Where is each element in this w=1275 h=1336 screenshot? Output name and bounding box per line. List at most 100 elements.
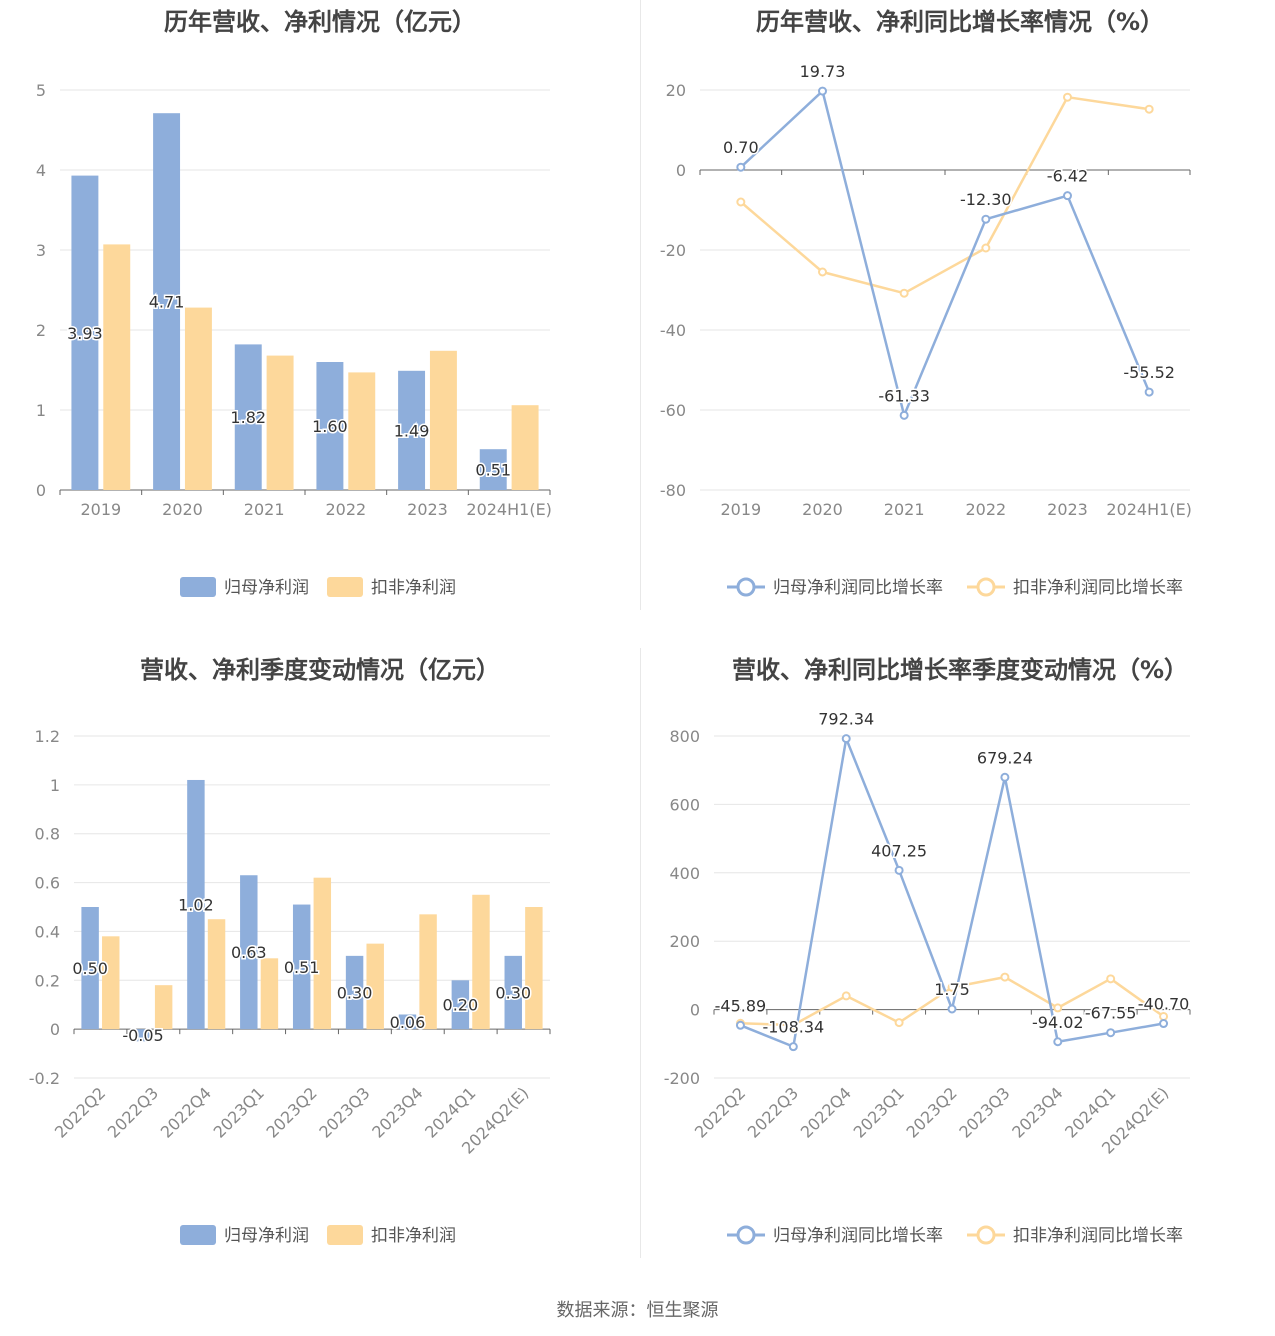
data-label: -6.42	[1047, 167, 1088, 186]
data-point	[1000, 972, 1010, 982]
legend-swatch	[180, 577, 216, 597]
bar	[81, 907, 99, 1030]
x-tick-label: 2023	[1047, 500, 1088, 519]
data-label: 0.50	[72, 959, 108, 978]
legend-label: 归母净利润同比增长率	[773, 578, 943, 598]
data-label: 0.51	[284, 958, 320, 977]
x-tick-label: 2023Q4	[1008, 1083, 1066, 1141]
x-tick-label: 2019	[720, 500, 761, 519]
x-tick-label: 2022Q3	[744, 1083, 802, 1141]
series-line	[740, 95, 1150, 295]
legend-label: 扣非净利润同比增长率	[1013, 578, 1183, 598]
data-point	[736, 197, 746, 207]
bar	[348, 372, 376, 490]
bar	[525, 907, 543, 1030]
data-point	[899, 288, 909, 298]
y-tick-label: 20	[666, 81, 686, 100]
x-tick-label: 2022	[325, 500, 366, 519]
vertical-divider	[640, 648, 641, 1258]
bar	[472, 894, 490, 1030]
series-line	[739, 737, 1164, 1048]
quarterly-profit-chart: 营收、净利季度变动情况（亿元） 1.2 1 0.8 0.6 0.4 0.2 0 -0.2 202…	[10, 648, 630, 1288]
data-source: 数据来源：恒生聚源	[556, 1300, 719, 1321]
y-tick-label: 3	[36, 241, 46, 260]
x-tick-label: 2022Q2	[691, 1083, 749, 1141]
x-tick-label: 2023Q2	[902, 1083, 960, 1141]
y-tick-label: -0.2	[29, 1069, 60, 1088]
data-label: 0.30	[337, 984, 373, 1003]
data-point	[981, 243, 991, 253]
y-tick-label: 4	[36, 161, 46, 180]
data-label: -94.02	[1032, 1013, 1084, 1032]
y-tick-label: 0.2	[35, 971, 60, 990]
bar	[154, 985, 173, 1030]
y-tick-label: 5	[36, 81, 46, 100]
data-label: 19.73	[800, 62, 846, 81]
x-tick-label: 2023Q1	[850, 1083, 908, 1141]
legend-label: 扣非净利润	[371, 1226, 456, 1246]
data-label: 679.24	[977, 748, 1033, 767]
x-tick-label: 2023Q4	[368, 1083, 426, 1141]
y-tick-label: -80	[660, 481, 686, 500]
data-label: 4.71	[149, 293, 185, 312]
x-tick-label: 2024H1(E)	[466, 500, 552, 519]
data-label: 792.34	[818, 710, 874, 729]
data-point	[1000, 772, 1010, 782]
y-tick-label: 0.8	[35, 825, 60, 844]
data-label: 1.82	[230, 408, 266, 427]
x-tick-label: 2022Q4	[157, 1083, 215, 1141]
bar	[504, 955, 522, 1030]
x-tick-label: 2021	[884, 500, 925, 519]
bar	[511, 405, 539, 490]
data-point	[1159, 1011, 1169, 1021]
x-tick-label: 2023Q3	[955, 1083, 1013, 1141]
x-tick-label: 2020	[802, 500, 843, 519]
legend-marker	[736, 577, 756, 597]
data-point	[1053, 1037, 1063, 1047]
legend-swatch	[327, 577, 363, 597]
bar	[266, 355, 294, 490]
quarterly-profit-bar-chart: 1.210.80.60.40.20-0.22022Q22022Q32022Q42…	[29, 727, 551, 1246]
y-tick-label: 0.4	[35, 922, 60, 941]
annual-growth-chart: 历年营收、净利同比增长率情况（%） 20 0 -20 -40 -60 -80 2019 202…	[650, 0, 1270, 640]
y-tick-label: -200	[664, 1069, 700, 1088]
legend-swatch	[327, 1225, 363, 1245]
data-label: -67.55	[1085, 1004, 1137, 1023]
data-label: 0.30	[495, 984, 531, 1003]
bar	[207, 919, 226, 1030]
data-point	[1159, 1019, 1169, 1029]
bar	[240, 875, 258, 1030]
data-label: 1.60	[312, 417, 348, 436]
bar	[451, 980, 470, 1030]
legend-swatch	[180, 1225, 216, 1245]
x-tick-label: 2022Q4	[797, 1083, 855, 1141]
legend-marker	[976, 577, 996, 597]
x-tick-label: 2023	[407, 500, 448, 519]
data-point	[818, 86, 827, 96]
y-tick-label: 1	[50, 776, 60, 795]
data-label: -61.33	[878, 386, 930, 405]
vertical-divider	[640, 0, 641, 610]
y-tick-label: 0.6	[35, 874, 60, 893]
legend-label: 扣非净利润同比增长率	[1013, 1226, 1183, 1246]
x-tick-label: 2024H1(E)	[1106, 500, 1192, 519]
y-tick-label: 800	[669, 727, 700, 746]
data-label: 1.49	[394, 421, 430, 440]
bar	[366, 943, 384, 1030]
bar	[153, 113, 181, 490]
data-point	[818, 267, 827, 277]
data-point	[1063, 92, 1072, 102]
data-label: -40.70	[1138, 995, 1190, 1014]
y-tick-label: 400	[669, 864, 700, 883]
data-point	[1106, 974, 1116, 984]
y-tick-label: 1	[36, 401, 46, 420]
bar	[345, 955, 364, 1030]
bar	[398, 370, 426, 490]
data-label: -108.34	[762, 1018, 824, 1037]
y-tick-label: -60	[660, 401, 686, 420]
legend-marker	[736, 1225, 756, 1245]
chart-title: 历年营收、净利同比增长率情况（%）	[755, 8, 1165, 36]
data-point	[899, 410, 909, 420]
bar	[71, 175, 99, 490]
x-tick-label: 2023Q3	[315, 1083, 373, 1141]
